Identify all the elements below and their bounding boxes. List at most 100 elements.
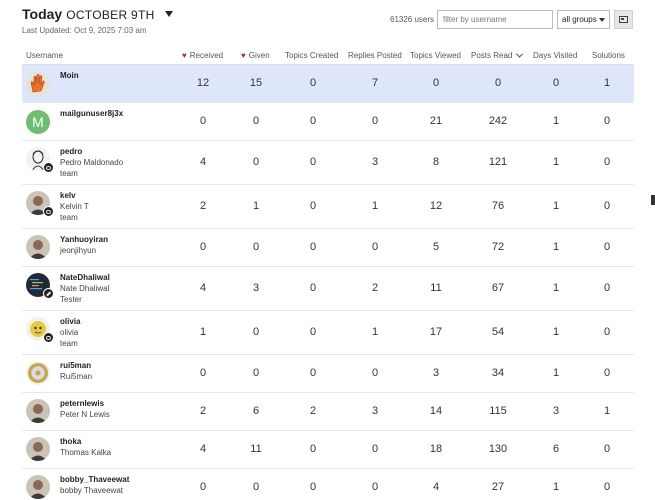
table-row[interactable]: bobby_Thaveewat bobby Thaveewat 0 0 0 0 4 27 1 0: [22, 469, 634, 500]
caret-down-icon[interactable]: [164, 11, 173, 17]
cell-posts-read: 0: [494, 77, 502, 89]
cell-received: 0: [199, 241, 207, 253]
col-given[interactable]: ♥ Given: [241, 51, 270, 60]
cell-topics-viewed: 17: [429, 326, 443, 338]
cell-posts-read: 76: [491, 200, 505, 212]
cell-given: 11: [250, 443, 262, 455]
cell-topics-viewed: 14: [429, 405, 443, 417]
period-date[interactable]: OCTOBER 9TH: [66, 8, 155, 22]
cell-topics-viewed: 12: [429, 200, 443, 212]
table-row[interactable]: thoka Thomas Kalka 4 11 0 0 18 130 6 0: [22, 431, 634, 469]
col-posts-read[interactable]: Posts Read: [471, 50, 524, 60]
table-row[interactable]: Yanhuoyiran jeonjihyun 0 0 0 0 5 72 1 0: [22, 229, 634, 267]
user-title: team: [60, 169, 78, 178]
cell-posts-read: 34: [491, 367, 505, 379]
scroll-indicator[interactable]: [651, 195, 655, 205]
col-topics-created[interactable]: Topics Created: [285, 51, 339, 60]
username-link[interactable]: bobby_Thaveewat: [60, 475, 130, 484]
export-icon: [619, 16, 628, 23]
col-solutions[interactable]: Solutions: [592, 51, 625, 60]
users-count: 61326 users: [390, 15, 435, 24]
avatar[interactable]: [26, 399, 50, 423]
username-link[interactable]: mailgunuser8j3x: [60, 109, 124, 118]
chat-flair-icon: [43, 332, 54, 343]
groups-select[interactable]: all groups: [557, 10, 610, 29]
heart-icon: ♥: [182, 51, 187, 60]
avatar[interactable]: [26, 475, 50, 499]
cell-replies-posted: 3: [371, 156, 379, 168]
cell-topics-created: 0: [309, 156, 317, 168]
avatar[interactable]: [26, 361, 50, 385]
full-name: olivia: [60, 328, 79, 337]
username-link[interactable]: peternlewis: [60, 399, 105, 408]
cell-posts-read: 242: [488, 115, 508, 127]
username-link[interactable]: pedro: [60, 147, 83, 156]
cell-days-visited: 1: [552, 326, 560, 338]
avatar[interactable]: [26, 437, 50, 461]
username-link[interactable]: kelv: [60, 191, 76, 200]
cell-received: 0: [199, 115, 207, 127]
col-replies-posted[interactable]: Replies Posted: [348, 51, 402, 60]
username-link[interactable]: thoka: [60, 437, 82, 446]
username-link[interactable]: Moin: [60, 71, 79, 80]
avatar[interactable]: M: [26, 110, 50, 134]
username-link[interactable]: Yanhuoyiran: [60, 235, 109, 244]
cell-days-visited: 1: [552, 367, 560, 379]
period-title[interactable]: Today: [22, 6, 63, 22]
cell-posts-read: 130: [488, 443, 508, 455]
sort-chevron-icon: [516, 50, 524, 58]
username-link[interactable]: olivia: [60, 317, 81, 326]
cell-received: 2: [199, 200, 207, 212]
table-row[interactable]: kelv Kelvin T team 2 1 0 1 12 76 1 0: [22, 185, 634, 229]
table-row[interactable]: pedro Pedro Maldonado team 4 0 0 3 8 121 1 0: [22, 141, 634, 185]
pencil-flair-icon: [43, 288, 54, 299]
cell-topics-created: 0: [309, 282, 317, 294]
cell-solutions: 0: [603, 443, 611, 455]
cell-topics-created: 0: [309, 115, 317, 127]
cell-topics-viewed: 5: [432, 241, 440, 253]
cell-days-visited: 1: [552, 481, 560, 493]
table-row[interactable]: Moin 12 15 0 7 0 0 0 1: [22, 65, 634, 103]
full-name: Nate Dhaliwal: [60, 284, 110, 293]
col-username[interactable]: Username: [26, 51, 63, 60]
cell-received: 2: [199, 405, 207, 417]
cell-topics-viewed: 11: [430, 282, 442, 294]
cell-days-visited: 1: [552, 241, 560, 253]
cell-topics-viewed: 0: [432, 77, 440, 89]
export-button[interactable]: [614, 10, 633, 29]
table-row[interactable]: rui5man Rui5man 0 0 0 0 3 34 1 0: [22, 355, 634, 393]
cell-solutions: 1: [603, 405, 611, 417]
cell-topics-created: 0: [309, 241, 317, 253]
table-row[interactable]: olivia olivia team 1 0 0 1 17 54 1 0: [22, 311, 634, 355]
avatar[interactable]: [26, 235, 50, 259]
period-selector[interactable]: Today OCTOBER 9TH: [22, 6, 642, 22]
cell-topics-viewed: 8: [432, 156, 440, 168]
cell-solutions: 0: [603, 481, 611, 493]
cell-topics-viewed: 4: [432, 481, 440, 493]
table-row[interactable]: peternlewis Peter N Lewis 2 6 2 3 14 115 3 1: [22, 393, 634, 431]
cell-topics-viewed: 18: [429, 443, 443, 455]
cell-replies-posted: 1: [371, 326, 379, 338]
username-filter-input[interactable]: [437, 10, 553, 29]
col-received[interactable]: ♥ Received: [182, 51, 224, 60]
avatar[interactable]: [26, 72, 50, 96]
cell-topics-created: 0: [309, 77, 317, 89]
cell-days-visited: 1: [552, 156, 560, 168]
username-link[interactable]: NateDhaliwal: [60, 273, 110, 282]
full-name: Kelvin T: [60, 202, 89, 211]
full-name: Rui5man: [60, 372, 93, 381]
col-days-visited[interactable]: Days Visited: [533, 51, 578, 60]
cell-received: 12: [196, 77, 210, 89]
cell-topics-created: 0: [309, 443, 317, 455]
chat-flair-icon: [43, 162, 54, 173]
username-link[interactable]: rui5man: [60, 361, 92, 370]
col-topics-viewed[interactable]: Topics Viewed: [410, 51, 461, 60]
cell-days-visited: 1: [552, 282, 560, 294]
avatar[interactable]: [26, 317, 50, 341]
cell-posts-read: 27: [491, 481, 505, 493]
cell-given: 0: [252, 115, 260, 127]
table-row[interactable]: NateDhaliwal Nate Dhaliwal Tester 4 3 0 2 11 67 1…: [22, 267, 634, 311]
cell-posts-read: 72: [491, 241, 505, 253]
